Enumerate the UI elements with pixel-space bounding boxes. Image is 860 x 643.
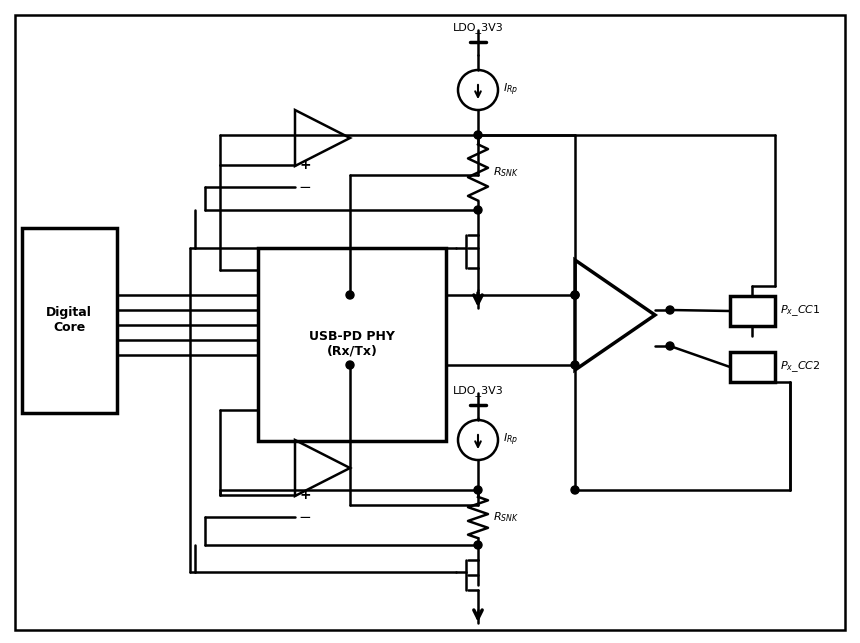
Text: $I_{Rp}$: $I_{Rp}$ — [503, 432, 519, 448]
Circle shape — [346, 291, 354, 299]
Text: LDO_3V3: LDO_3V3 — [452, 22, 503, 33]
Circle shape — [571, 291, 579, 299]
Bar — [22, 228, 117, 413]
Circle shape — [571, 486, 579, 494]
Bar — [258, 248, 446, 441]
Text: $R_{SNK}$: $R_{SNK}$ — [493, 511, 519, 525]
Text: Digital
Core: Digital Core — [46, 306, 92, 334]
Circle shape — [571, 361, 579, 369]
Circle shape — [666, 306, 674, 314]
Text: −: − — [298, 179, 311, 194]
Text: $P_x\_CC1$: $P_x\_CC1$ — [780, 303, 820, 318]
Circle shape — [474, 131, 482, 139]
Text: USB-PD PHY
(Rx/Tx): USB-PD PHY (Rx/Tx) — [309, 330, 395, 358]
Circle shape — [474, 486, 482, 494]
Text: −: − — [298, 509, 311, 525]
Bar — [730, 296, 775, 326]
Text: $P_x\_CC2$: $P_x\_CC2$ — [780, 359, 820, 374]
Text: LDO_3V3: LDO_3V3 — [452, 385, 503, 396]
Text: +: + — [299, 158, 310, 172]
Circle shape — [571, 291, 579, 299]
Text: +: + — [299, 488, 310, 502]
Circle shape — [666, 342, 674, 350]
Text: $R_{SNK}$: $R_{SNK}$ — [493, 166, 519, 179]
Circle shape — [474, 541, 482, 549]
Bar — [730, 352, 775, 382]
Circle shape — [474, 206, 482, 214]
Text: $I_{Rp}$: $I_{Rp}$ — [503, 82, 519, 98]
Circle shape — [346, 361, 354, 369]
